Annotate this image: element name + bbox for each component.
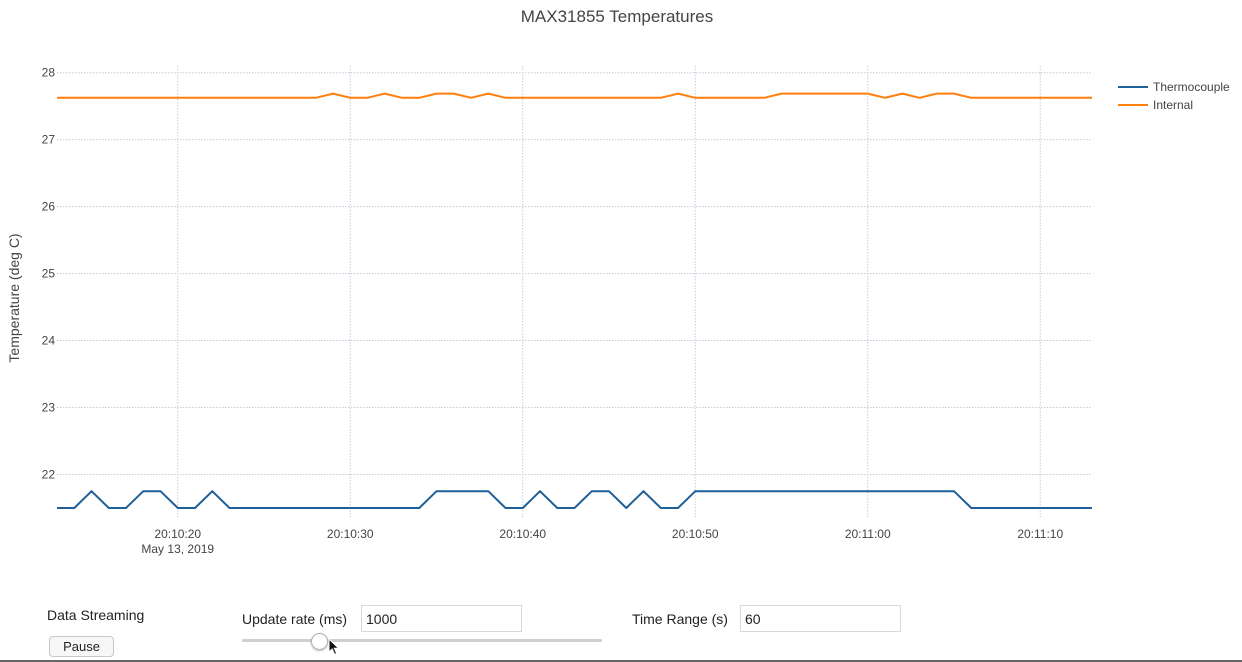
x-tick-label: 20:10:20 — [154, 527, 201, 541]
x-tick-date-label: May 13, 2019 — [141, 542, 214, 556]
chart-title: MAX31855 Temperatures — [521, 7, 713, 26]
x-gridlines — [177, 66, 1041, 518]
series-line-internal — [57, 92, 1092, 99]
pause-button[interactable]: Pause — [49, 636, 114, 657]
y-tick-label: 22 — [42, 467, 56, 481]
y-axis-ticks: 22 23 24 25 26 27 28 — [42, 66, 56, 482]
legend-item-thermocouple[interactable]: Thermocouple — [1118, 80, 1230, 94]
legend-item-internal[interactable]: Internal — [1118, 98, 1193, 112]
y-tick-label: 25 — [42, 267, 56, 281]
mouse-pointer-icon — [328, 638, 340, 656]
time-range-input[interactable] — [740, 605, 901, 632]
slider-thumb[interactable] — [311, 633, 328, 650]
y-tick-label: 24 — [42, 334, 56, 348]
legend-label-internal: Internal — [1153, 98, 1193, 112]
x-tick-label: 20:10:30 — [327, 527, 374, 541]
controls-panel: Data Streaming Pause Update rate (ms) Ti… — [0, 598, 1242, 662]
y-tick-label: 26 — [42, 200, 56, 214]
y-tick-label: 23 — [42, 401, 56, 415]
update-rate-label: Update rate (ms) — [242, 611, 348, 627]
data-streaming-label: Data Streaming — [47, 607, 145, 623]
update-rate-slider[interactable] — [242, 633, 602, 650]
series-lines — [57, 92, 1092, 509]
x-tick-label: 20:10:40 — [499, 527, 546, 541]
y-tick-label: 28 — [42, 66, 56, 80]
y-axis-label: Temperature (deg C) — [6, 233, 22, 362]
series-line-thermocouple — [57, 490, 1092, 509]
x-tick-label: 20:11:00 — [845, 527, 891, 541]
legend[interactable]: Thermocouple Internal — [1118, 80, 1230, 112]
y-tick-label: 27 — [42, 133, 56, 147]
x-tick-label: 20:11:10 — [1017, 527, 1063, 541]
slider-track[interactable] — [242, 639, 602, 642]
bottom-rule — [0, 660, 1242, 662]
update-rate-input[interactable] — [361, 605, 522, 632]
time-range-label: Time Range (s) — [632, 611, 728, 627]
legend-label-thermocouple: Thermocouple — [1153, 80, 1230, 94]
x-tick-label: 20:10:50 — [672, 527, 719, 541]
y-gridlines — [57, 72, 1092, 475]
